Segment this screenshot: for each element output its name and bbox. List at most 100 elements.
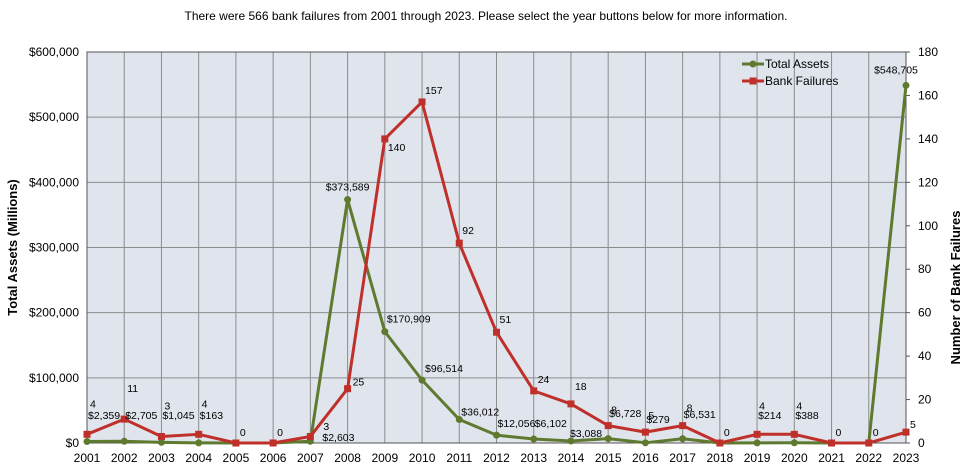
bank-failures-data-label: 5 bbox=[910, 419, 916, 431]
bank-failures-point bbox=[790, 430, 798, 438]
total-assets-point bbox=[604, 435, 612, 443]
bank-failures-point bbox=[753, 430, 761, 438]
total-assets-point bbox=[753, 439, 761, 447]
x-axis-tick-label: 2022 bbox=[855, 451, 882, 465]
total-assets-data-label: $96,514 bbox=[425, 363, 463, 375]
x-axis-tick-label: 2020 bbox=[781, 451, 808, 465]
total-assets-point bbox=[902, 81, 910, 89]
bank-failures-point bbox=[83, 430, 91, 438]
total-assets-point bbox=[679, 435, 687, 443]
x-axis-tick-label: 2011 bbox=[446, 451, 472, 465]
bank-failures-data-label: 0 bbox=[277, 427, 283, 439]
x-axis-tick-label: 2014 bbox=[558, 451, 585, 465]
total-assets-data-label: $214 bbox=[758, 410, 782, 422]
x-axis-tick-label: 2007 bbox=[297, 451, 324, 465]
chart-caption: There were 566 bank failures from 2001 t… bbox=[184, 9, 788, 23]
bank-failures-point bbox=[120, 415, 128, 423]
legend-marker-bank-failures bbox=[749, 77, 757, 85]
bank-failures-point bbox=[195, 430, 203, 438]
total-assets-data-label: $2,603 bbox=[322, 432, 354, 444]
total-assets-point bbox=[157, 438, 165, 446]
bank-failures-point bbox=[828, 439, 836, 447]
left-axis-tick-label: $200,000 bbox=[29, 306, 79, 320]
right-axis-tick-label: 0 bbox=[918, 436, 925, 450]
bank-failures-data-label: 5 bbox=[648, 410, 654, 422]
legend-marker-total-assets bbox=[749, 60, 757, 68]
bank-failures-point bbox=[344, 385, 352, 393]
bank-failures-data-label: 0 bbox=[873, 427, 879, 439]
bank-failures-data-label: 4 bbox=[796, 400, 802, 412]
bank-failures-data-label: 4 bbox=[202, 398, 208, 410]
total-assets-data-label: $163 bbox=[200, 410, 224, 422]
bank-failures-point bbox=[381, 135, 389, 143]
bank-failures-point bbox=[567, 400, 575, 408]
total-assets-point bbox=[493, 431, 500, 439]
x-axis-tick-label: 2006 bbox=[260, 451, 287, 465]
bank-failures-data-label: 3 bbox=[323, 421, 329, 433]
total-assets-data-label: $6,728 bbox=[609, 408, 641, 420]
total-assets-data-label: $388 bbox=[795, 410, 819, 422]
bank-failures-point bbox=[716, 439, 724, 447]
total-assets-point bbox=[195, 439, 203, 447]
left-axis-tick-label: $0 bbox=[66, 436, 80, 450]
x-axis-tick-label: 2021 bbox=[818, 451, 845, 465]
bank-failures-data-label: 11 bbox=[127, 383, 138, 395]
total-assets-data-label: $170,909 bbox=[387, 314, 431, 326]
x-axis-tick-label: 2005 bbox=[223, 451, 250, 465]
total-assets-data-label: $279 bbox=[646, 414, 670, 426]
left-axis-tick-label: $300,000 bbox=[29, 241, 79, 255]
x-axis-tick-label: 2017 bbox=[669, 451, 696, 465]
left-axis-tick-label: $500,000 bbox=[29, 110, 79, 124]
x-axis-tick-label: 2002 bbox=[111, 451, 138, 465]
bank-failures-data-label: 140 bbox=[388, 142, 406, 154]
total-assets-data-label: $3,088 bbox=[570, 428, 602, 440]
bank-failures-point bbox=[604, 422, 612, 430]
legend-label-total-assets: Total Assets bbox=[765, 57, 829, 71]
bank-failures-point bbox=[902, 428, 910, 436]
total-assets-data-label: $2,359 bbox=[88, 410, 120, 422]
total-assets-point bbox=[344, 196, 352, 204]
left-axis-tick-label: $100,000 bbox=[29, 371, 79, 385]
x-axis-tick-label: 2008 bbox=[334, 451, 361, 465]
bank-failures-data-label: 0 bbox=[724, 427, 730, 439]
total-assets-point bbox=[530, 435, 538, 443]
right-axis-tick-label: 60 bbox=[918, 306, 932, 320]
total-assets-data-label: $6,102 bbox=[535, 418, 567, 430]
total-assets-point bbox=[567, 437, 575, 445]
bank-failures-data-label: 4 bbox=[759, 400, 765, 412]
right-axis-tick-label: 120 bbox=[918, 175, 938, 189]
bank-failures-data-label: 157 bbox=[425, 85, 443, 97]
right-axis-title: Number of Bank Failures bbox=[948, 211, 963, 365]
bank-failures-data-label: 3 bbox=[164, 400, 170, 412]
bank-failures-point bbox=[679, 422, 687, 430]
bank-failures-data-label: 8 bbox=[687, 403, 693, 415]
total-assets-data-label: $12,056 bbox=[498, 418, 536, 430]
bank-failures-point bbox=[232, 439, 240, 447]
x-axis-tick-label: 2001 bbox=[74, 451, 101, 465]
x-axis-tick-label: 2004 bbox=[185, 451, 212, 465]
total-assets-point bbox=[381, 328, 389, 336]
total-assets-data-label: $1,045 bbox=[162, 410, 194, 422]
bank-failures-data-label: 24 bbox=[538, 374, 550, 386]
total-assets-point bbox=[120, 437, 128, 445]
x-axis-tick-label: 2016 bbox=[632, 451, 659, 465]
x-axis-tick-label: 2009 bbox=[371, 451, 398, 465]
bank-failures-point bbox=[493, 328, 500, 336]
right-axis-tick-label: 160 bbox=[918, 88, 938, 102]
total-assets-point bbox=[83, 437, 91, 445]
x-axis-tick-label: 2013 bbox=[520, 451, 547, 465]
total-assets-data-label: $36,012 bbox=[461, 407, 499, 419]
x-axis-tick-label: 2015 bbox=[595, 451, 622, 465]
x-axis-tick-label: 2019 bbox=[744, 451, 771, 465]
right-axis-tick-label: 140 bbox=[918, 132, 938, 146]
left-axis-tick-label: $400,000 bbox=[29, 175, 79, 189]
bank-failures-point bbox=[530, 387, 538, 395]
total-assets-point bbox=[641, 439, 649, 447]
left-axis-tick-label: $600,000 bbox=[29, 45, 79, 59]
bank-failures-data-label: 25 bbox=[353, 377, 365, 389]
bank-failures-point bbox=[306, 432, 314, 440]
legend-label-bank-failures: Bank Failures bbox=[765, 74, 838, 88]
bank-failures-point bbox=[418, 98, 426, 106]
total-assets-point bbox=[455, 416, 463, 424]
